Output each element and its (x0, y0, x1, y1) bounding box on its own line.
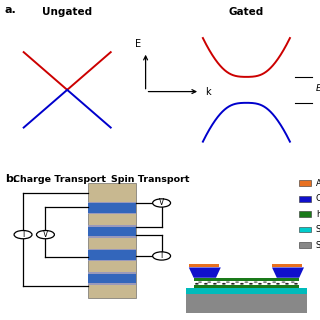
Circle shape (198, 281, 202, 283)
Circle shape (153, 252, 171, 260)
Bar (194, 285, 299, 288)
Bar (272, 264, 302, 268)
Text: k: k (205, 87, 211, 97)
Bar (299, 212, 311, 217)
Circle shape (240, 283, 244, 284)
Text: Ungated: Ungated (42, 7, 92, 17)
Circle shape (294, 283, 298, 284)
Bar (88, 183, 136, 298)
Bar (88, 283, 136, 285)
Circle shape (14, 230, 32, 239)
Circle shape (263, 281, 267, 283)
Circle shape (36, 230, 54, 239)
Circle shape (267, 283, 271, 284)
Bar (88, 236, 136, 238)
Text: I: I (160, 252, 163, 260)
Bar (299, 242, 311, 248)
Bar (186, 293, 307, 313)
Circle shape (276, 283, 280, 284)
Circle shape (204, 283, 208, 284)
Bar (299, 180, 311, 186)
Circle shape (231, 283, 235, 284)
Text: Si: Si (316, 241, 320, 250)
Bar (189, 264, 219, 268)
Circle shape (258, 283, 262, 284)
Text: Gated: Gated (229, 7, 264, 17)
Text: Au: Au (316, 179, 320, 188)
Circle shape (226, 281, 230, 283)
Circle shape (245, 281, 248, 283)
Polygon shape (189, 268, 221, 278)
Circle shape (273, 281, 276, 283)
Bar (88, 249, 136, 250)
Text: b.: b. (5, 174, 17, 184)
Text: V: V (43, 230, 48, 239)
Circle shape (208, 281, 211, 283)
Text: $E_g$: $E_g$ (315, 83, 320, 96)
Text: hBN: hBN (316, 210, 320, 219)
Bar (88, 272, 136, 274)
Bar (88, 274, 136, 283)
Circle shape (282, 281, 285, 283)
Circle shape (249, 283, 253, 284)
Circle shape (285, 283, 289, 284)
Bar (88, 225, 136, 227)
Polygon shape (272, 268, 304, 278)
Bar (88, 227, 136, 236)
Text: a.: a. (5, 5, 17, 15)
Bar (88, 212, 136, 214)
Bar (88, 260, 136, 261)
Circle shape (222, 283, 226, 284)
Bar (88, 203, 136, 212)
Circle shape (291, 281, 295, 283)
Bar (88, 202, 136, 203)
Circle shape (213, 283, 217, 284)
Text: V: V (159, 198, 164, 207)
Bar (186, 288, 307, 293)
Text: Co: Co (316, 194, 320, 203)
Text: E: E (134, 39, 141, 49)
Circle shape (153, 199, 171, 207)
Bar (299, 227, 311, 232)
Circle shape (217, 281, 220, 283)
Text: Charge Transport: Charge Transport (13, 175, 106, 184)
Circle shape (195, 283, 198, 284)
Circle shape (236, 281, 239, 283)
Text: SiO₂: SiO₂ (316, 225, 320, 234)
Bar (194, 278, 299, 281)
Circle shape (254, 281, 257, 283)
Bar (88, 250, 136, 260)
Bar (299, 196, 311, 202)
Text: Spin Transport: Spin Transport (111, 175, 190, 184)
Text: I: I (22, 230, 24, 239)
